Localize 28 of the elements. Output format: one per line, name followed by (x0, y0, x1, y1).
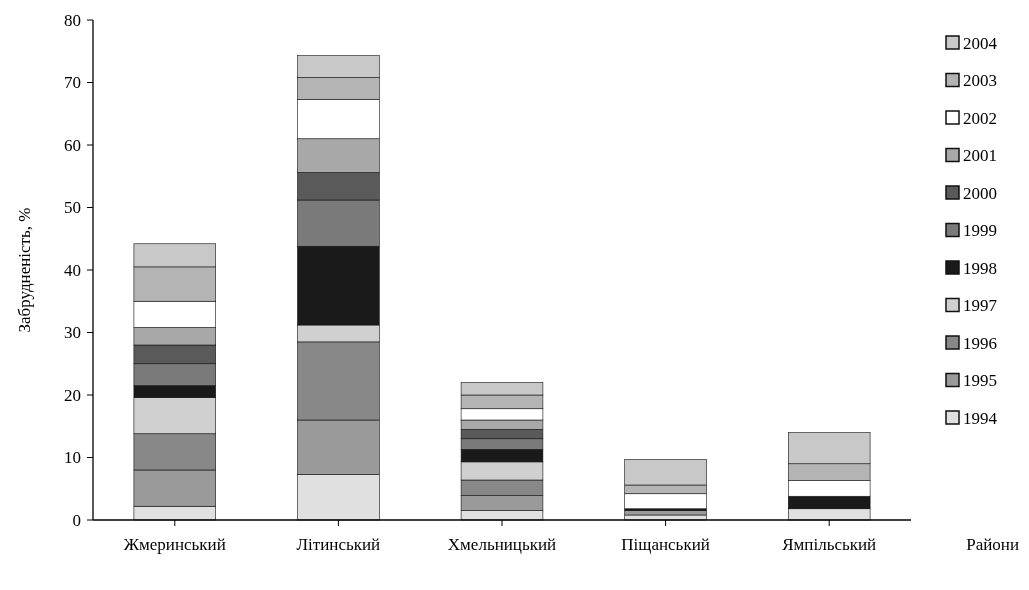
legend-label: 2000 (963, 183, 997, 203)
x-tick-label: Піщанський (621, 535, 710, 554)
legend-label: 1997 (963, 296, 998, 316)
y-axis-title: Забрудненість, % (15, 207, 34, 333)
x-axis-title: Райони (966, 535, 1019, 554)
y-tick-label: 50 (64, 198, 81, 218)
legend-label: 2004 (963, 33, 998, 53)
legend-label: 2001 (963, 146, 997, 166)
y-tick-label: 0 (72, 510, 81, 530)
legend-label: 1998 (963, 258, 997, 278)
x-tick-label: Хмельницький (447, 535, 557, 554)
legend-label: 2002 (963, 108, 997, 128)
legend-label: 1994 (963, 408, 998, 428)
y-tick-label: 10 (64, 448, 81, 468)
legend-label: 1996 (963, 333, 997, 353)
legend-label: 1995 (963, 371, 997, 391)
y-tick-label: 70 (64, 73, 81, 93)
x-tick-label: Літинський (296, 535, 381, 554)
y-tick-label: 60 (64, 135, 81, 155)
legend-label: 1999 (963, 221, 997, 241)
legend-label: 2003 (963, 71, 997, 91)
y-tick-label: 20 (64, 385, 81, 405)
bar (624, 510, 707, 516)
x-tick-label: Жмеринський (123, 535, 226, 554)
y-tick-label: 80 (64, 10, 81, 30)
y-tick-label: 40 (64, 260, 81, 280)
x-tick-label: Ямпільський (782, 535, 877, 554)
y-tick-label: 30 (64, 323, 81, 343)
